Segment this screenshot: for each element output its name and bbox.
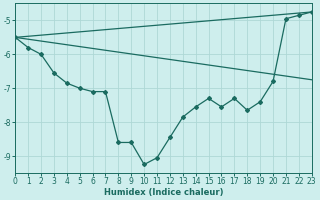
X-axis label: Humidex (Indice chaleur): Humidex (Indice chaleur) (104, 188, 223, 197)
